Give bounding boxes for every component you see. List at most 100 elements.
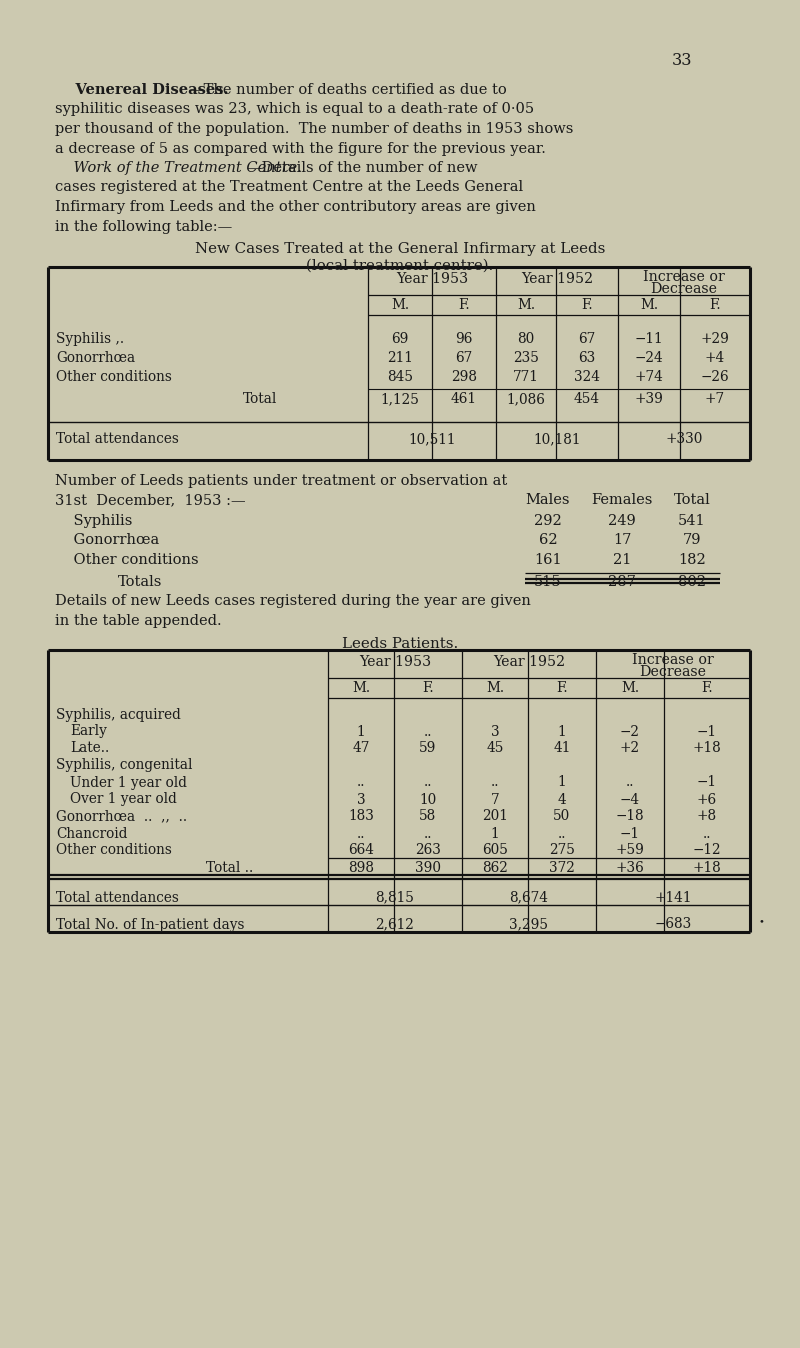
Text: in the table appended.: in the table appended.: [55, 613, 222, 628]
Text: 8,815: 8,815: [375, 891, 414, 905]
Text: 515: 515: [534, 576, 562, 589]
Text: 802: 802: [678, 576, 706, 589]
Text: M.: M.: [391, 298, 409, 311]
Text: Year 1953: Year 1953: [359, 655, 431, 669]
Text: Total ..: Total ..: [206, 860, 254, 875]
Text: ..: ..: [357, 826, 366, 841]
Text: 17: 17: [613, 534, 631, 547]
Text: M.: M.: [486, 681, 504, 694]
Text: M.: M.: [517, 298, 535, 311]
Text: 31st  December,  1953 :—: 31st December, 1953 :—: [55, 493, 246, 507]
Text: ..: ..: [424, 724, 432, 739]
Text: 183: 183: [348, 810, 374, 824]
Text: cases registered at the Treatment Centre at the Leeds General: cases registered at the Treatment Centre…: [55, 181, 523, 194]
Text: +36: +36: [616, 860, 644, 875]
Text: 79: 79: [682, 534, 702, 547]
Text: 3: 3: [357, 793, 366, 806]
Text: +2: +2: [620, 741, 640, 755]
Text: Females: Females: [591, 493, 653, 507]
Text: 59: 59: [419, 741, 437, 755]
Text: +330: +330: [666, 431, 702, 446]
Text: −12: −12: [693, 844, 722, 857]
Text: Total No. of In-patient days: Total No. of In-patient days: [56, 918, 245, 931]
Text: M.: M.: [352, 681, 370, 694]
Text: F.: F.: [581, 298, 593, 311]
Text: 161: 161: [534, 553, 562, 568]
Text: 67: 67: [455, 350, 473, 365]
Text: Year 1952: Year 1952: [493, 655, 565, 669]
Text: −1: −1: [697, 724, 717, 739]
Text: 4: 4: [558, 793, 566, 806]
Text: Year 1953: Year 1953: [396, 272, 468, 286]
Text: Leeds Patients.: Leeds Patients.: [342, 638, 458, 651]
Text: 201: 201: [482, 810, 508, 824]
Text: 1: 1: [357, 724, 366, 739]
Text: −24: −24: [634, 350, 663, 365]
Text: Year 1952: Year 1952: [521, 272, 593, 286]
Text: Gonorrhœa  ..  ,,  ..: Gonorrhœa .. ,, ..: [56, 810, 187, 824]
Text: 80: 80: [518, 332, 534, 346]
Text: 235: 235: [513, 350, 539, 365]
Text: 62: 62: [538, 534, 558, 547]
Text: 2,612: 2,612: [375, 918, 414, 931]
Text: +4: +4: [705, 350, 725, 365]
Text: 263: 263: [415, 844, 441, 857]
Text: +18: +18: [693, 741, 722, 755]
Text: Infirmary from Leeds and the other contributory areas are given: Infirmary from Leeds and the other contr…: [55, 200, 536, 214]
Text: Early: Early: [70, 724, 107, 739]
Text: Total attendances: Total attendances: [56, 891, 179, 905]
Text: Total: Total: [243, 392, 277, 406]
Text: Increase or: Increase or: [643, 270, 725, 284]
Text: per thousand of the population.  The number of deaths in 1953 shows: per thousand of the population. The numb…: [55, 123, 574, 136]
Text: −1: −1: [620, 826, 640, 841]
Text: 21: 21: [613, 553, 631, 568]
Text: M.: M.: [621, 681, 639, 694]
Text: ..: ..: [702, 826, 711, 841]
Text: Details of new Leeds cases registered during the year are given: Details of new Leeds cases registered du…: [55, 594, 531, 608]
Text: +74: +74: [634, 369, 663, 384]
Text: 8,674: 8,674: [510, 891, 549, 905]
Text: ..: ..: [424, 826, 432, 841]
Text: ..: ..: [357, 775, 366, 790]
Text: +7: +7: [705, 392, 725, 406]
Text: 1: 1: [558, 775, 566, 790]
Text: Other conditions: Other conditions: [56, 844, 172, 857]
Text: −2: −2: [620, 724, 640, 739]
Text: Gonorrhœa: Gonorrhœa: [56, 350, 135, 365]
Text: M.: M.: [640, 298, 658, 311]
Text: +8: +8: [697, 810, 717, 824]
Text: 771: 771: [513, 369, 539, 384]
Text: Work of the Treatment Centre.: Work of the Treatment Centre.: [55, 160, 302, 175]
Text: Total attendances: Total attendances: [56, 431, 179, 446]
Text: −11: −11: [634, 332, 663, 346]
Text: Increase or: Increase or: [632, 652, 714, 666]
Text: 69: 69: [391, 332, 409, 346]
Text: 605: 605: [482, 844, 508, 857]
Text: Syphilis: Syphilis: [55, 514, 132, 528]
Text: −1: −1: [697, 775, 717, 790]
Text: 211: 211: [387, 350, 413, 365]
Text: 324: 324: [574, 369, 600, 384]
Text: Chancroid: Chancroid: [56, 826, 127, 841]
Text: 454: 454: [574, 392, 600, 406]
Text: −26: −26: [701, 369, 730, 384]
Text: a decrease of 5 as compared with the figure for the previous year.: a decrease of 5 as compared with the fig…: [55, 142, 546, 155]
Text: 1: 1: [490, 826, 499, 841]
Text: F.: F.: [709, 298, 721, 311]
Text: Other conditions: Other conditions: [55, 553, 198, 568]
Text: Under 1 year old: Under 1 year old: [70, 775, 187, 790]
Text: Syphilis ,.: Syphilis ,.: [56, 332, 124, 346]
Text: 96: 96: [455, 332, 473, 346]
Text: 275: 275: [549, 844, 575, 857]
Text: Venereal Diseases.: Venereal Diseases.: [55, 84, 229, 97]
Text: 47: 47: [352, 741, 370, 755]
Text: 898: 898: [348, 860, 374, 875]
Text: +6: +6: [697, 793, 717, 806]
Text: Decrease: Decrease: [639, 665, 706, 678]
Text: Late..: Late..: [70, 741, 110, 755]
Text: +18: +18: [693, 860, 722, 875]
Text: Total: Total: [674, 493, 710, 507]
Text: ..: ..: [558, 826, 566, 841]
Text: •: •: [758, 918, 764, 926]
Text: −18: −18: [616, 810, 644, 824]
